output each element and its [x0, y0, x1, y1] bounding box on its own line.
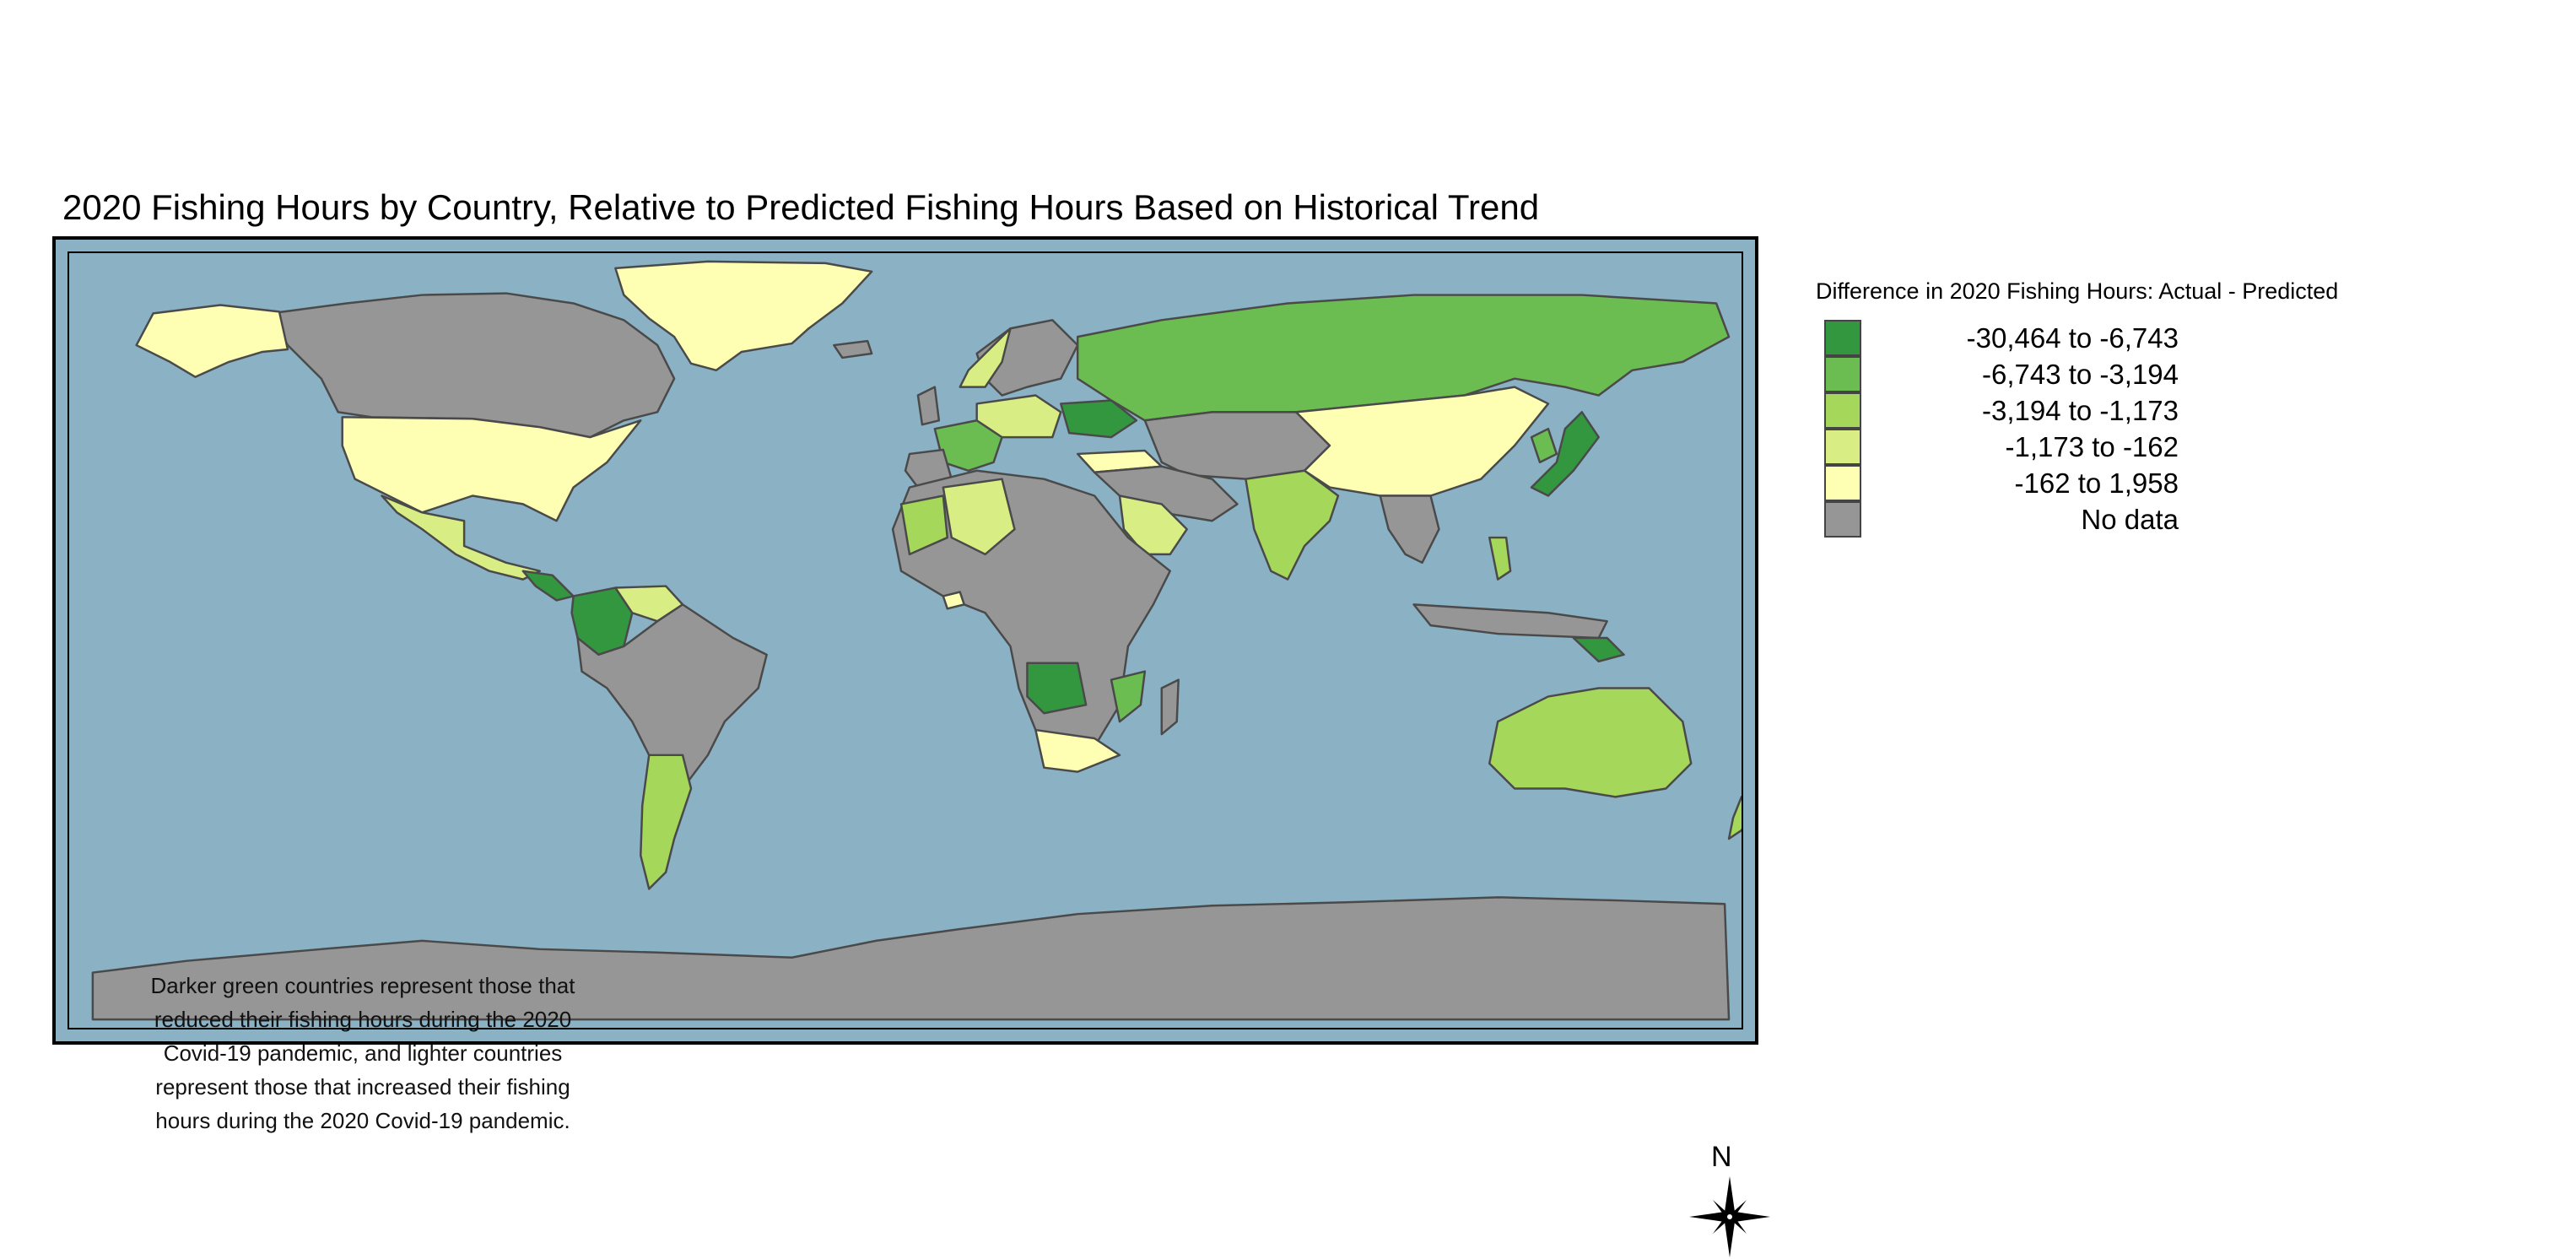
- legend-item: No data: [1816, 501, 2338, 538]
- country-madagascar: [1160, 678, 1180, 736]
- country-mozambique: [1110, 670, 1147, 723]
- country-south-america: [576, 603, 768, 790]
- country-mexico: [381, 494, 541, 581]
- country-central-europe: [975, 394, 1062, 439]
- map-panel: Darker green countries represent those t…: [68, 251, 1770, 1257]
- world-map: [91, 260, 1742, 1021]
- map-title: 2020 Fishing Hours by Country, Relative …: [62, 187, 1540, 227]
- country-algeria: [942, 478, 1016, 556]
- country-india: [1245, 469, 1340, 581]
- country-central-america: [521, 570, 575, 602]
- country-uk: [916, 386, 941, 426]
- country-alaska: [135, 304, 289, 378]
- legend-swatch: [1824, 356, 1861, 392]
- country-ukraine: [1060, 399, 1138, 439]
- legend-item: -30,464 to -6,743: [1816, 320, 2338, 356]
- country-indonesia: [1412, 603, 1608, 640]
- legend-title: Difference in 2020 Fishing Hours: Actual…: [1816, 278, 2339, 304]
- legend-swatch: [1824, 465, 1861, 501]
- country-australia: [1488, 687, 1693, 798]
- country-china: [1294, 386, 1550, 497]
- legend: Difference in 2020 Fishing Hours: Actual…: [1816, 278, 2338, 538]
- country-iceland: [833, 339, 873, 359]
- country-saudi-arabia: [1118, 494, 1188, 556]
- legend-label: -1,173 to -162: [2005, 431, 2179, 462]
- country-southeast-asia: [1379, 494, 1440, 565]
- north-label: N: [1711, 1141, 1732, 1173]
- legend-label: -6,743 to -3,194: [1982, 359, 2179, 390]
- country-morocco: [899, 494, 949, 556]
- country-usa: [341, 416, 642, 522]
- legend-label: No data: [2081, 504, 2179, 535]
- country-antarctica: [91, 896, 1731, 1021]
- country-norway-coast: [959, 327, 1012, 388]
- legend-label: -162 to 1,958: [2014, 467, 2179, 499]
- legend-swatch: [1824, 429, 1861, 465]
- legend-swatch: [1824, 392, 1861, 429]
- legend-label: -3,194 to -1,173: [1982, 395, 2179, 426]
- country-angola: [1026, 662, 1088, 715]
- country-philippines: [1488, 536, 1512, 581]
- country-west-africa-small: [942, 591, 965, 610]
- country-south-africa: [1034, 728, 1121, 773]
- country-papua-new-guinea: [1572, 636, 1625, 663]
- country-canada: [269, 292, 676, 439]
- legend-swatch: [1824, 501, 1861, 538]
- country-argentina: [640, 754, 693, 890]
- country-greenland: [614, 260, 873, 372]
- legend-item: -1,173 to -162: [1816, 429, 2338, 465]
- country-new-zealand: [1727, 796, 1742, 840]
- legend-swatch: [1824, 320, 1861, 356]
- legend-item: -3,194 to -1,173: [1816, 392, 2338, 429]
- country-japan: [1530, 411, 1600, 497]
- legend-item: -6,743 to -3,194: [1816, 356, 2338, 392]
- legend-label: -30,464 to -6,743: [1966, 322, 2179, 354]
- map-note: Darker green countries represent those t…: [150, 973, 575, 1133]
- legend-item: -162 to 1,958: [1816, 465, 2338, 501]
- country-korea: [1530, 427, 1558, 464]
- map-frame: Darker green countries represent those t…: [52, 236, 1770, 1257]
- compass-rose-icon: [1689, 1176, 1770, 1257]
